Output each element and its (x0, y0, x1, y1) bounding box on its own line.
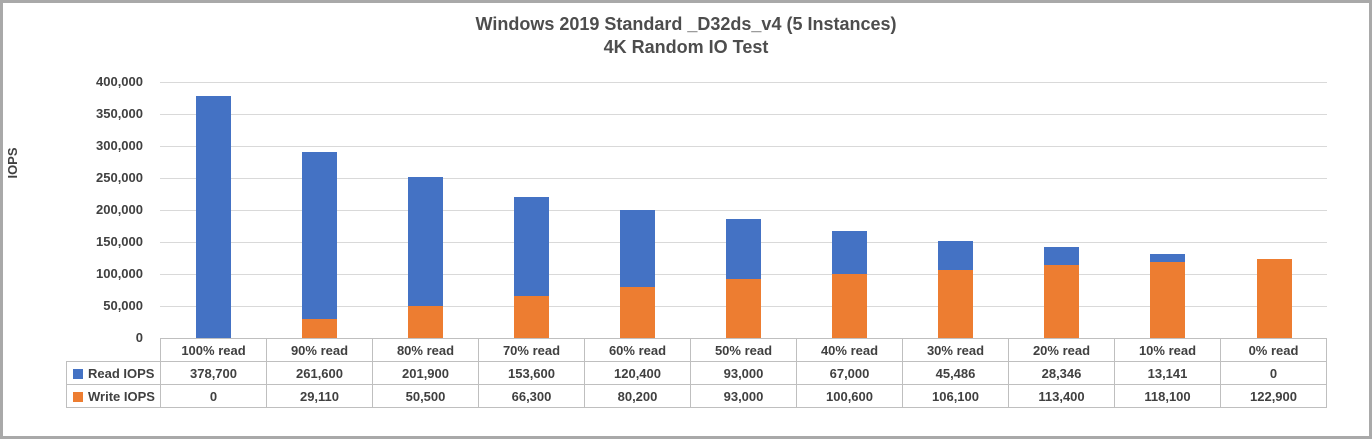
y-tick-label: 400,000 (96, 74, 143, 89)
bar-segment-write-iops (938, 270, 974, 338)
legend-swatch-icon (73, 391, 83, 402)
category-cell: 100% read (160, 338, 267, 362)
bar-segment-write-iops (407, 305, 443, 338)
value-cell: 153,600 (478, 361, 585, 385)
bar-segment-write-iops (1044, 265, 1080, 338)
bar-segment-read-iops (407, 176, 443, 306)
value-cell: 67,000 (796, 361, 903, 385)
category-cell: 80% read (372, 338, 479, 362)
category-cell: 70% read (478, 338, 585, 362)
legend-cell: Write IOPS (66, 384, 161, 408)
value-cell: 45,486 (902, 361, 1009, 385)
category-cell: 20% read (1008, 338, 1115, 362)
value-cell: 93,000 (690, 361, 797, 385)
bar-segment-read-iops (195, 95, 231, 338)
gridline (160, 210, 1327, 211)
chart-title-line1: Windows 2019 Standard _D32ds_v4 (5 Insta… (475, 14, 897, 34)
value-cell: 100,600 (796, 384, 903, 408)
bar-segment-write-iops (301, 319, 337, 338)
bar-segment-read-iops (832, 230, 868, 274)
y-axis-title: IOPS (5, 147, 20, 179)
bar-segment-write-iops (726, 278, 761, 338)
y-tick-label: 150,000 (96, 234, 143, 249)
bar-segment-write-iops (513, 295, 549, 338)
category-cell: 60% read (584, 338, 691, 362)
value-cell: 120,400 (584, 361, 691, 385)
value-cell: 13,141 (1114, 361, 1221, 385)
bar-segment-read-iops (1150, 254, 1186, 263)
y-tick-label: 350,000 (96, 106, 143, 121)
category-cell: 0% read (1220, 338, 1327, 362)
value-cell: 261,600 (266, 361, 373, 385)
value-cell: 122,900 (1220, 384, 1327, 408)
bar-segment-read-iops (619, 209, 655, 287)
bar-segment-read-iops (301, 152, 337, 320)
value-cell: 80,200 (584, 384, 691, 408)
gridline (160, 146, 1327, 147)
category-cell: 40% read (796, 338, 903, 362)
bar-segment-write-iops (1150, 262, 1186, 338)
value-cell: 118,100 (1114, 384, 1221, 408)
gridline (160, 114, 1327, 115)
value-cell: 66,300 (478, 384, 585, 408)
value-cell: 0 (160, 384, 267, 408)
category-cell: 90% read (266, 338, 373, 362)
category-cell: 50% read (690, 338, 797, 362)
y-tick-label: 0 (135, 330, 143, 345)
bar-segment-read-iops (513, 197, 549, 296)
value-cell: 113,400 (1008, 384, 1115, 408)
data-table: 100% read 90% read 80% read 70% read 60% rea… (66, 338, 1327, 408)
y-tick-label: 250,000 (96, 170, 143, 185)
bar-segment-write-iops (832, 273, 868, 338)
chart-title-line2: 4K Random IO Test (603, 37, 769, 57)
plot-area (160, 82, 1327, 338)
series-row: Read IOPS 378,700 261,600 201,900 153,600 120… (66, 361, 1327, 385)
value-cell: 378,700 (160, 361, 267, 385)
chart-title: Windows 2019 Standard _D32ds_v4 (5 Insta… (3, 13, 1369, 59)
gridline (160, 178, 1327, 179)
y-tick-label: 100,000 (96, 266, 143, 281)
y-tick-label: 50,000 (103, 298, 143, 313)
bar-segment-write-iops (619, 286, 655, 338)
bar-segment-write-iops (1256, 259, 1292, 338)
gridline (160, 82, 1327, 83)
category-cell: 10% read (1114, 338, 1221, 362)
legend-swatch-icon (73, 368, 83, 379)
category-cell: 30% read (902, 338, 1009, 362)
bar-segment-read-iops (1044, 247, 1080, 266)
series-row: Write IOPS 0 29,110 50,500 66,300 80,200 93,00… (66, 384, 1327, 408)
value-cell: 106,100 (902, 384, 1009, 408)
value-cell: 50,500 (372, 384, 479, 408)
value-cell: 201,900 (372, 361, 479, 385)
table-corner-blank (67, 339, 161, 362)
y-tick-label: 200,000 (96, 202, 143, 217)
category-header-row: 100% read 90% read 80% read 70% read 60% rea… (67, 338, 1327, 362)
value-cell: 93,000 (690, 384, 797, 408)
value-cell: 0 (1220, 361, 1327, 385)
value-cell: 29,110 (266, 384, 373, 408)
bar-segment-read-iops (938, 241, 974, 271)
bar-segment-read-iops (726, 219, 761, 279)
y-tick-label: 300,000 (96, 138, 143, 153)
legend-cell: Read IOPS (66, 361, 161, 385)
value-cell: 28,346 (1008, 361, 1115, 385)
